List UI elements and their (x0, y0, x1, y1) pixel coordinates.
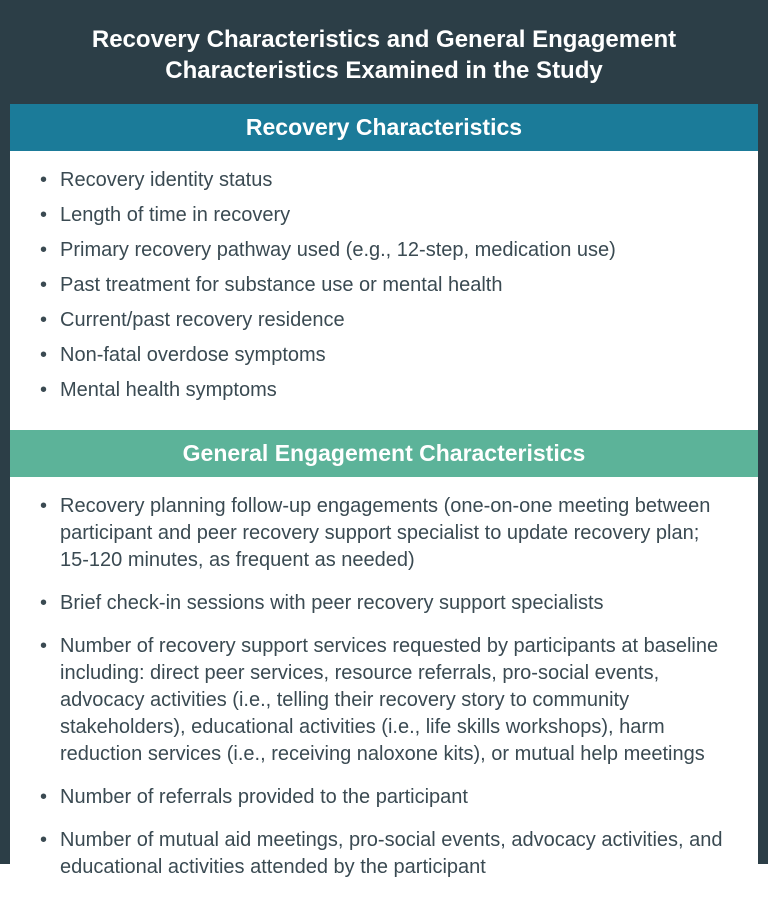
engagement-list: Recovery planning follow-up engagements … (38, 493, 730, 881)
list-item: Recovery identity status (38, 167, 730, 194)
list-item: Mental health symptoms (38, 377, 730, 404)
recovery-list: Recovery identity status Length of time … (38, 167, 730, 404)
list-item: Brief check-in sessions with peer recove… (38, 590, 730, 617)
list-item: Number of referrals provided to the part… (38, 784, 730, 811)
list-item: Length of time in recovery (38, 202, 730, 229)
section-header-recovery: Recovery Characteristics (10, 104, 758, 151)
list-item: Past treatment for substance use or ment… (38, 272, 730, 299)
list-item: Recovery planning follow-up engagements … (38, 493, 730, 574)
engagement-list-block: Recovery planning follow-up engagements … (10, 477, 758, 907)
list-item: Number of recovery support services requ… (38, 633, 730, 768)
list-item: Number of mutual aid meetings, pro-socia… (38, 827, 730, 881)
recovery-list-block: Recovery identity status Length of time … (10, 151, 758, 430)
list-item: Primary recovery pathway used (e.g., 12-… (38, 237, 730, 264)
list-item: Non-fatal overdose symptoms (38, 342, 730, 369)
main-title: Recovery Characteristics and General Eng… (10, 10, 758, 104)
infographic-container: Recovery Characteristics and General Eng… (0, 0, 768, 864)
section-header-engagement: General Engagement Characteristics (10, 430, 758, 477)
list-item: Current/past recovery residence (38, 307, 730, 334)
